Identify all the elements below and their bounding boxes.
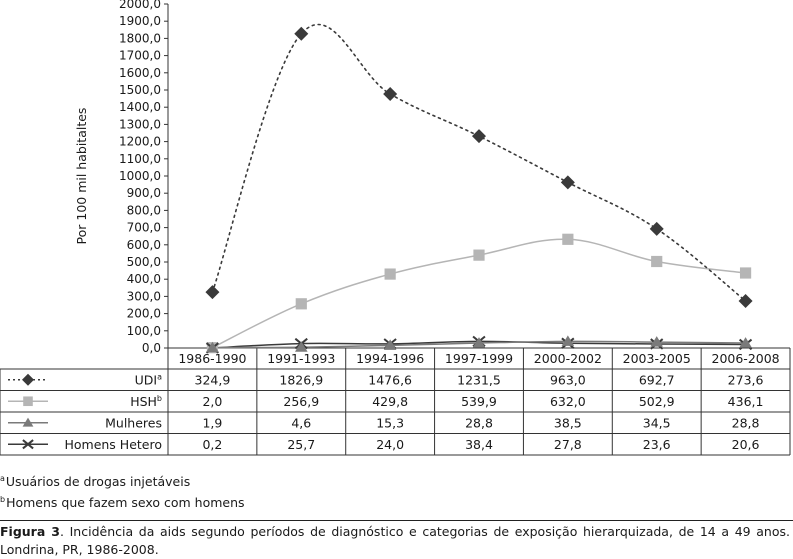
y-tick-label: 2000,0 (119, 0, 161, 11)
data-label: 1826,9 (279, 372, 323, 387)
caption-label: Figura 3 (0, 524, 60, 539)
x-category-label: 2003-2005 (623, 351, 691, 366)
data-label: 28,8 (732, 415, 760, 430)
legend-label-hsh: HSHb (130, 394, 162, 409)
data-label: 324,9 (195, 372, 231, 387)
data-label: 0,2 (202, 437, 222, 452)
legend-label-homens-hetero: Homens Hetero (64, 437, 162, 452)
y-axis-label: Por 100 mil habitaltes (74, 108, 89, 245)
legend-superscript: b (157, 394, 162, 403)
figure-caption: Figura 3. Incidência da aids segundo per… (0, 523, 790, 559)
legend-superscript: a (157, 372, 162, 381)
x-category-label: 2006-2008 (712, 351, 780, 366)
data-label: 20,6 (732, 437, 760, 452)
footnote-b: bHomens que fazem sexo com homens (0, 495, 245, 510)
data-point-square (651, 255, 663, 268)
data-point-diamond (205, 285, 220, 300)
data-label: 38,4 (465, 437, 493, 452)
data-point-diamond (649, 221, 664, 236)
data-point-triangle (206, 341, 219, 353)
data-label: 23,6 (643, 437, 671, 452)
legend-label-udi: UDIa (135, 372, 162, 387)
y-tick-label: 700,0 (127, 221, 161, 235)
data-point-square (384, 268, 396, 280)
data-label: 632,0 (550, 394, 586, 409)
y-tick-label: 1500,0 (119, 83, 161, 97)
data-label: 4,6 (291, 415, 311, 430)
data-label: 1,9 (202, 415, 222, 430)
data-label: 34,5 (643, 415, 671, 430)
data-label: 692,7 (639, 372, 675, 387)
legend-marker-diamond (22, 373, 34, 386)
x-category-label: 1994-1996 (356, 351, 424, 366)
data-label: 1476,6 (368, 372, 412, 387)
y-tick-label: 1600,0 (119, 66, 161, 80)
data-point-square (739, 267, 752, 279)
y-tick-label: 100,0 (127, 324, 161, 338)
data-point-square (295, 298, 307, 310)
y-tick-label: 300,0 (127, 289, 161, 303)
data-point-square (473, 249, 485, 261)
y-tick-label: 400,0 (127, 272, 161, 286)
data-label: 539,9 (461, 394, 497, 409)
y-tick-label: 1400,0 (119, 100, 161, 114)
caption-text: . Incidência da aids segundo períodos de… (0, 524, 790, 557)
y-tick-label: 200,0 (127, 307, 161, 321)
legend-marker-x (22, 439, 34, 450)
y-tick-label: 1900,0 (119, 14, 161, 28)
data-point-triangle (739, 337, 752, 348)
data-label: 429,8 (372, 394, 408, 409)
x-category-label: 1986-1990 (178, 351, 246, 366)
data-point-diamond (472, 129, 486, 144)
y-tick-label: 1100,0 (119, 152, 161, 166)
data-point-triangle (383, 339, 397, 350)
data-label: 25,7 (287, 437, 315, 452)
y-tick-label: 600,0 (127, 238, 161, 252)
data-point-diamond (383, 87, 398, 102)
data-label: 38,5 (554, 415, 582, 430)
legend-marker-x-stroke (22, 439, 34, 450)
legend-marker-triangle (22, 417, 34, 427)
data-point-triangle (561, 335, 575, 346)
incidence-chart: Por 100 mil habitaltes 0,0 100,0 200,0 300,0… (0, 0, 791, 456)
footnote-a: aUsuários de drogas injetáveis (0, 474, 191, 489)
data-point-diamond (738, 293, 753, 308)
data-point-square (562, 233, 574, 245)
data-point-triangle (294, 341, 308, 352)
data-point-diamond (294, 26, 309, 41)
data-label: 1231,5 (457, 372, 501, 387)
y-tick-label: 1800,0 (119, 31, 161, 45)
caption-divider (0, 520, 793, 521)
y-tick-label: 1200,0 (119, 135, 161, 149)
y-tick-label: 500,0 (127, 255, 161, 269)
data-label: 963,0 (550, 372, 586, 387)
x-category-label: 1991-1993 (267, 351, 335, 366)
data-label: 2,0 (202, 394, 222, 409)
y-tick-label: 800,0 (127, 203, 161, 217)
data-point-triangle (472, 337, 486, 348)
series-line-udi (211, 23, 747, 302)
data-label: 273,6 (728, 372, 764, 387)
y-tick-label: 1700,0 (119, 49, 161, 63)
x-category-label: 1997-1999 (445, 351, 513, 366)
x-category-label: 2000-2002 (534, 351, 602, 366)
y-tick-label: 1300,0 (119, 117, 161, 131)
data-point-triangle (650, 336, 664, 347)
data-label: 436,1 (728, 394, 764, 409)
y-tick-label: 0,0 (142, 341, 161, 355)
data-point-diamond (560, 175, 575, 190)
data-label: 256,9 (283, 394, 319, 409)
y-tick-label: 1000,0 (119, 169, 161, 183)
data-label: 28,8 (465, 415, 493, 430)
data-label: 502,9 (639, 394, 675, 409)
footnotes: aUsuários de drogas injetáveis bHomens q… (0, 470, 245, 512)
legend-marker-square (23, 396, 33, 407)
y-tick-label: 900,0 (127, 186, 161, 200)
legend-label-mulheres: Mulheres (105, 415, 162, 430)
data-label: 15,3 (376, 415, 404, 430)
data-label: 27,8 (554, 437, 582, 452)
data-label: 24,0 (376, 437, 404, 452)
